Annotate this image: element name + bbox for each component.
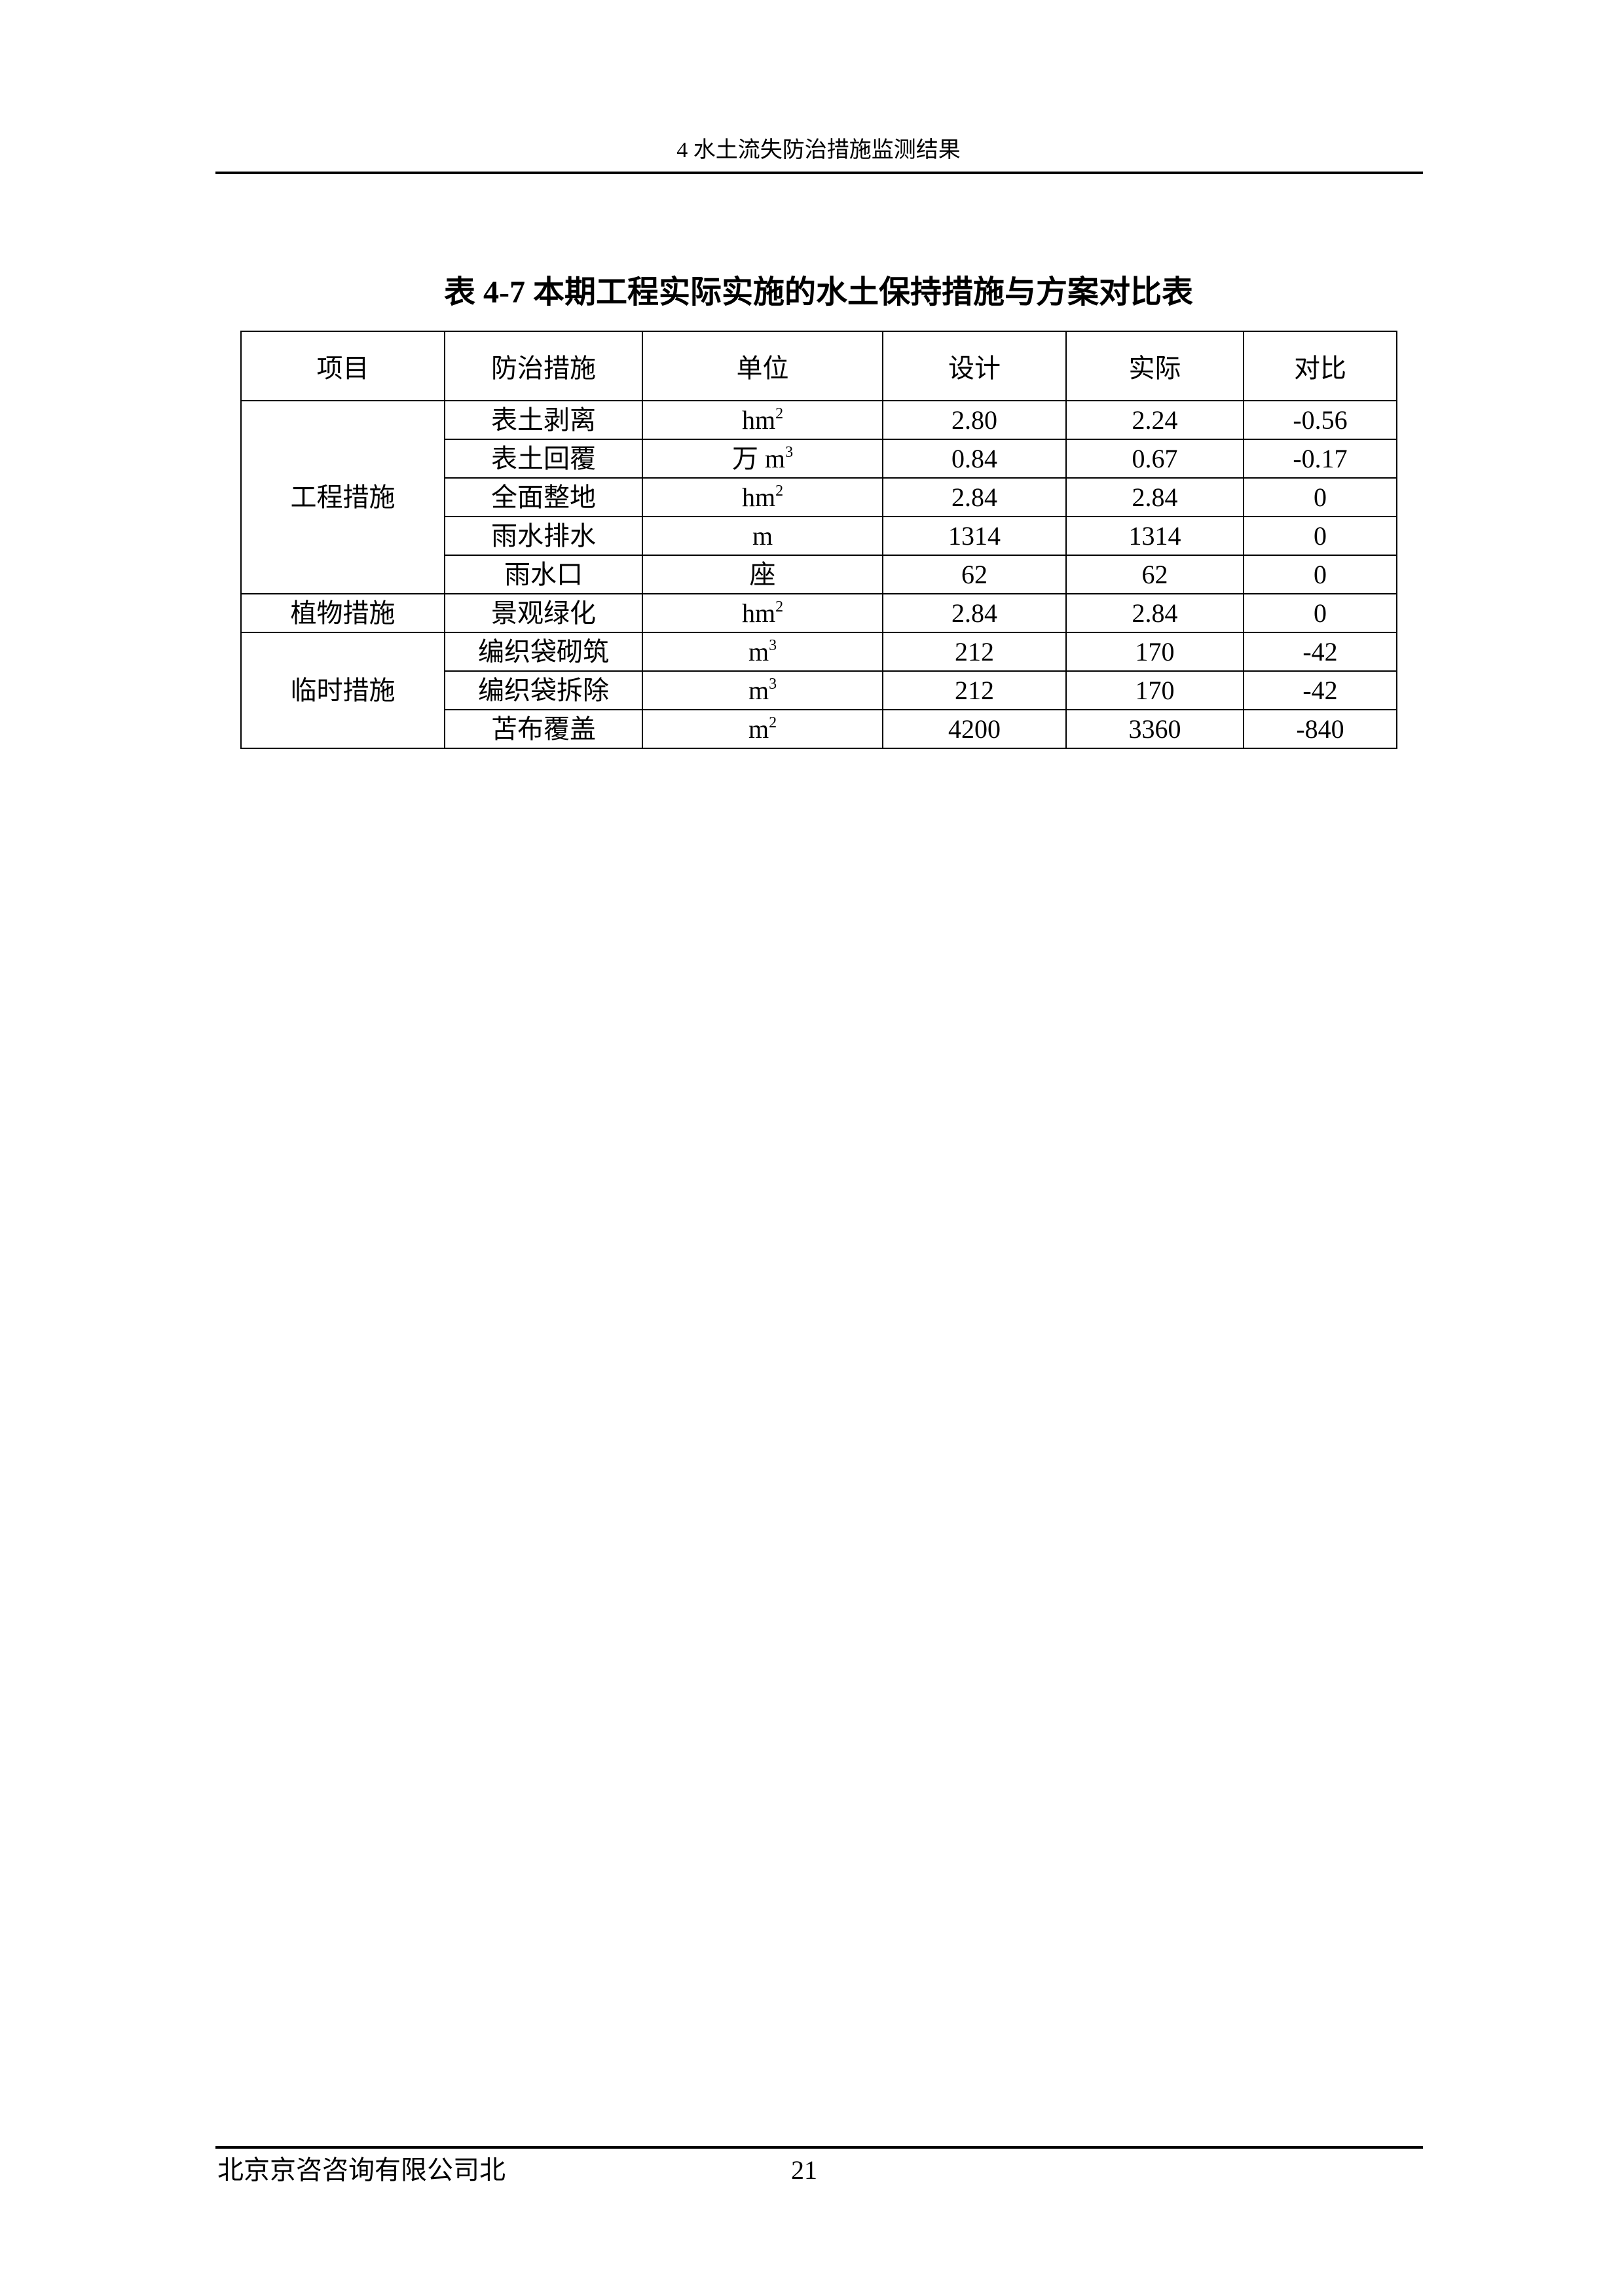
measure-cell: 编织袋砌筑 [444, 632, 643, 672]
actual-cell: 1314 [1065, 516, 1244, 556]
unit-text: 万 m [731, 444, 786, 473]
design-cell: 212 [882, 632, 1067, 672]
design-cell: 2.84 [882, 593, 1067, 633]
unit-text: m [748, 714, 769, 744]
diff-cell: 0 [1243, 593, 1397, 633]
table-title: 表 4-7 本期工程实际实施的水土保持措施与方案对比表 [444, 275, 1193, 310]
measure-cell: 苫布覆盖 [444, 709, 643, 749]
actual-cell: 2.84 [1065, 593, 1244, 633]
measure-cell: 全面整地 [444, 477, 643, 517]
diff-cell: 0 [1243, 477, 1397, 517]
measure-cell: 景观绿化 [444, 593, 643, 633]
measure-cell: 表土回覆 [444, 439, 643, 479]
unit-exponent: 2 [775, 405, 784, 422]
column-header: 单位 [642, 331, 883, 401]
design-cell: 1314 [882, 516, 1067, 556]
unit-cell: hm2 [642, 593, 883, 633]
category-cell: 植物措施 [240, 593, 445, 633]
column-header: 项目 [240, 331, 445, 401]
comparison-table: 项目 防治措施 单位 设计 实际 对比 工程措施 表土剥离 hm2 2.80 2.24-… [240, 331, 1397, 749]
actual-cell: 0.67 [1065, 439, 1244, 479]
unit-cell: 万 m3 [642, 439, 883, 479]
category-cell: 临时措施 [240, 632, 445, 749]
diff-cell: -840 [1243, 709, 1397, 749]
unit-text: hm [741, 598, 776, 628]
table-row: 植物措施 景观绿化 hm2 2.84 2.84 0 [240, 593, 1397, 633]
category-cell: 工程措施 [240, 400, 445, 594]
header-divider [215, 172, 1423, 174]
design-cell: 2.84 [882, 477, 1067, 517]
actual-cell: 170 [1065, 670, 1244, 710]
design-cell: 62 [882, 555, 1067, 594]
actual-cell: 170 [1065, 632, 1244, 672]
diff-cell: -0.56 [1243, 400, 1397, 440]
design-cell: 4200 [882, 709, 1067, 749]
unit-cell: m [642, 516, 883, 556]
design-cell: 212 [882, 670, 1067, 710]
table-row: 表土回覆万 m3 0.84 0.67 -0.17 [241, 439, 1397, 479]
table-row: 雨水口座 62 62 0 [241, 555, 1397, 594]
measure-cell: 表土剥离 [444, 400, 643, 440]
unit-exponent: 2 [775, 598, 784, 615]
unit-exponent: 3 [785, 444, 794, 461]
unit-text: hm [741, 483, 776, 512]
column-header: 防治措施 [444, 331, 643, 401]
design-cell: 2.80 [882, 400, 1067, 440]
table-header-row: 项目 防治措施 单位 设计 实际 对比 [240, 331, 1397, 401]
actual-cell: 3360 [1065, 709, 1244, 749]
footer-divider [215, 2146, 1423, 2149]
unit-exponent: 3 [769, 637, 777, 654]
diff-cell: -0.17 [1243, 439, 1397, 479]
unit-text: m [748, 637, 769, 666]
actual-cell: 2.84 [1065, 477, 1244, 517]
unit-cell: hm2 [642, 400, 883, 440]
column-header: 对比 [1243, 331, 1397, 401]
unit-exponent: 2 [769, 714, 777, 731]
actual-cell: 2.24 [1065, 400, 1244, 440]
unit-cell: m3 [642, 670, 883, 710]
table-row: 全面整地 hm2 2.84 2.84 0 [241, 477, 1397, 517]
unit-exponent: 2 [775, 483, 784, 500]
measure-cell: 编织袋拆除 [444, 670, 643, 710]
footer-company: 北京京咨咨询有限公司北 [217, 2155, 506, 2185]
table-row: 苫布覆盖 m2 4200 3360 -840 [241, 709, 1397, 749]
diff-cell: 0 [1243, 555, 1397, 594]
table-row: 编织袋拆除 m3 212 170 -42 [241, 670, 1397, 710]
unit-text: m [748, 676, 769, 705]
unit-text: m [752, 521, 773, 551]
column-header: 实际 [1065, 331, 1244, 401]
unit-exponent: 3 [769, 676, 777, 693]
unit-text: 座 [749, 560, 776, 589]
unit-text: hm [741, 405, 776, 435]
table-row: 临时措施 编织袋砌筑 m3 212 170 -42 [240, 632, 1397, 749]
unit-cell: m3 [642, 632, 883, 672]
measure-cell: 雨水排水 [444, 516, 643, 556]
diff-cell: -42 [1243, 632, 1397, 672]
unit-cell: hm2 [642, 477, 883, 517]
actual-cell: 62 [1065, 555, 1244, 594]
design-cell: 0.84 [882, 439, 1067, 479]
page-number: 21 [791, 2155, 817, 2185]
table-row: 雨水排水 m 1314 1314 0 [241, 516, 1397, 556]
unit-cell: 座 [642, 555, 883, 594]
running-header: 4 水土流失防治措施监测结果 [676, 138, 961, 162]
diff-cell: 0 [1243, 516, 1397, 556]
column-header: 设计 [882, 331, 1067, 401]
unit-cell: m2 [642, 709, 883, 749]
diff-cell: -42 [1243, 670, 1397, 710]
measure-cell: 雨水口 [444, 555, 643, 594]
table-row: 工程措施 表土剥离 hm2 2.80 2.24 -0.56 [240, 400, 1397, 594]
